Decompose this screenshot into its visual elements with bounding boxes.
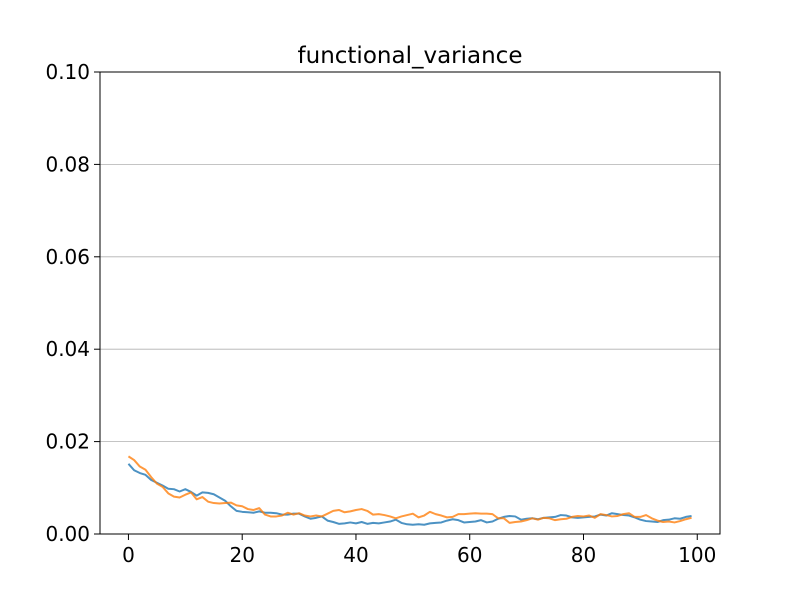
- x-tick-label: 100: [678, 543, 716, 567]
- y-tick-label: 0.06: [45, 245, 90, 269]
- chart-title: functional_variance: [298, 43, 523, 69]
- x-tick-label: 60: [457, 543, 482, 567]
- plot-frame: [99, 71, 721, 535]
- y-tick-label: 0.10: [45, 60, 90, 84]
- y-tick-label: 0.04: [45, 337, 90, 361]
- series-layer: [127, 455, 692, 526]
- x-tick-label: 20: [229, 543, 254, 567]
- y-tick-label: 0.08: [45, 152, 90, 176]
- y-axis-ticks: 0.00 0.02 0.04 0.06 0.08 0.10: [45, 60, 100, 546]
- y-tick-label: 0.00: [45, 522, 90, 546]
- y-tick-label: 0.02: [45, 430, 90, 454]
- x-tick-label: 0: [122, 543, 135, 567]
- x-tick-label: 80: [571, 543, 596, 567]
- x-tick-label: 40: [343, 543, 368, 567]
- series-line-2: [127, 455, 692, 524]
- x-axis-ticks: 0 20 40 60 80 100: [122, 534, 716, 567]
